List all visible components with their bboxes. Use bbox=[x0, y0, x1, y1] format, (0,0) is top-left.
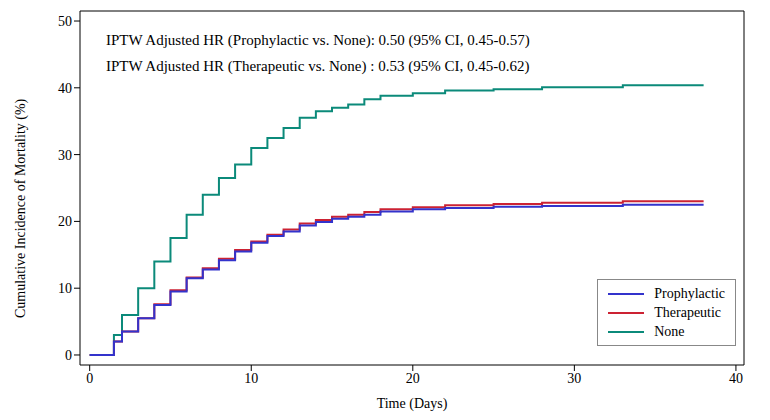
html-text:Therapeutic: Therapeutic bbox=[654, 304, 722, 320]
svg-text:0: 0 bbox=[65, 348, 72, 363]
svg-text:20: 20 bbox=[406, 371, 420, 386]
svg-text:0: 0 bbox=[86, 371, 93, 386]
html-text:IPTW Adjusted HR (Therapeutic: IPTW Adjusted HR (Therapeutic vs. None) … bbox=[106, 58, 530, 74]
svg-text:10: 10 bbox=[58, 281, 72, 296]
svg-text:Cumulative Incidence of Mortal: Cumulative Incidence of Mortality (%) bbox=[13, 98, 29, 318]
svg-text:50: 50 bbox=[58, 14, 72, 29]
html-text:IPTW Adjusted HR (Prophylactic: IPTW Adjusted HR (Prophylactic vs. None)… bbox=[106, 32, 530, 48]
svg-text:20: 20 bbox=[58, 214, 72, 229]
svg-text:30: 30 bbox=[58, 148, 72, 163]
svg-text:30: 30 bbox=[567, 371, 581, 386]
svg-text:Time (Days): Time (Days) bbox=[377, 396, 448, 412]
svg-text:40: 40 bbox=[58, 81, 72, 96]
html-text:Prophylactic: Prophylactic bbox=[654, 285, 725, 301]
svg-text:10: 10 bbox=[244, 371, 258, 386]
html-text:None: None bbox=[654, 323, 685, 339]
svg-text:40: 40 bbox=[729, 371, 743, 386]
